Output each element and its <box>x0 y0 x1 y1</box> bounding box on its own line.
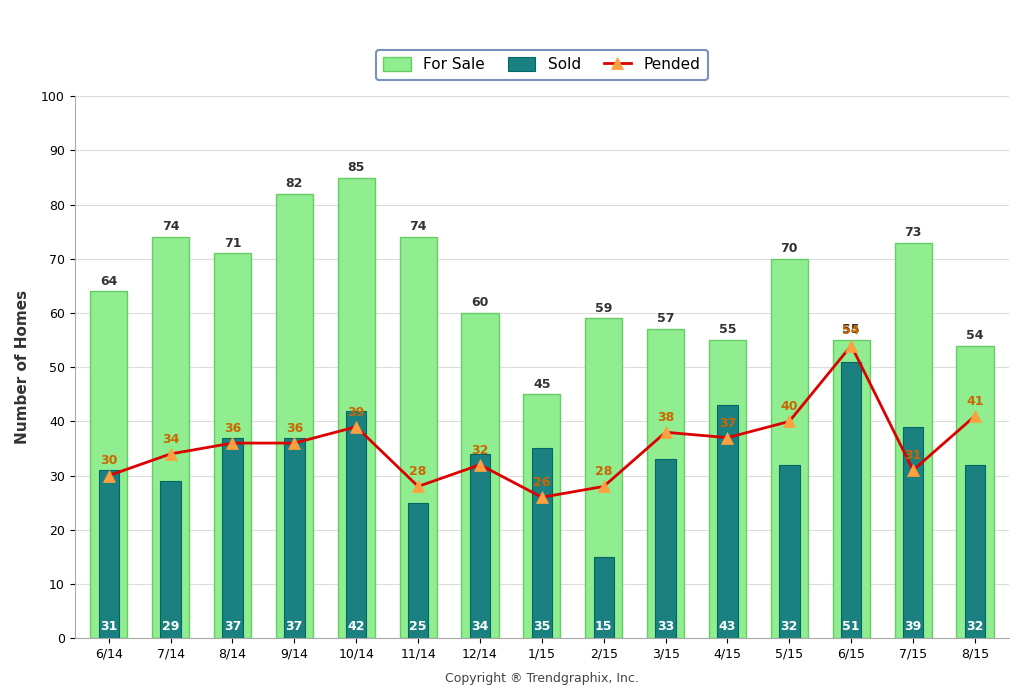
Pended <box>474 461 486 469</box>
Pended <box>412 482 424 491</box>
Bar <box>98 470 119 638</box>
Bar <box>284 438 304 638</box>
Text: 74: 74 <box>162 220 179 233</box>
Text: 40: 40 <box>780 400 798 413</box>
Bar <box>90 291 127 638</box>
Text: 37: 37 <box>224 620 242 633</box>
Line: Pended: Pended <box>102 340 981 503</box>
Text: 31: 31 <box>100 620 118 633</box>
Text: 73: 73 <box>904 226 922 239</box>
Bar <box>956 346 993 638</box>
Text: 36: 36 <box>224 422 241 435</box>
Bar <box>895 243 932 638</box>
Bar <box>399 237 436 638</box>
Bar <box>779 465 800 638</box>
Text: 43: 43 <box>719 620 736 633</box>
Text: 55: 55 <box>719 323 736 336</box>
Bar <box>338 178 375 638</box>
Text: 28: 28 <box>595 466 612 478</box>
Bar <box>841 362 861 638</box>
Bar <box>594 557 614 638</box>
Text: 57: 57 <box>656 312 675 326</box>
Pended <box>536 493 548 501</box>
Text: 33: 33 <box>657 620 674 633</box>
Text: 32: 32 <box>967 620 984 633</box>
Text: 29: 29 <box>162 620 179 633</box>
Pended <box>165 449 177 458</box>
Bar <box>523 394 560 638</box>
Bar <box>655 459 676 638</box>
Text: 34: 34 <box>471 620 488 633</box>
Bar <box>965 465 985 638</box>
Bar <box>709 340 746 638</box>
Pended <box>226 439 239 447</box>
Bar <box>214 253 251 638</box>
Pended <box>969 412 981 420</box>
Text: 82: 82 <box>286 177 303 190</box>
Bar <box>585 318 623 638</box>
Text: 55: 55 <box>843 323 860 336</box>
Text: 26: 26 <box>534 476 551 489</box>
Bar <box>152 237 189 638</box>
Text: 71: 71 <box>223 237 242 250</box>
Bar <box>161 481 181 638</box>
Text: 34: 34 <box>162 433 179 446</box>
Text: 60: 60 <box>471 296 488 309</box>
Bar <box>275 194 313 638</box>
Legend: For Sale, Sold, Pended: For Sale, Sold, Pended <box>376 50 708 80</box>
Text: 32: 32 <box>471 444 488 456</box>
Text: 45: 45 <box>534 377 551 391</box>
Pended <box>783 417 796 426</box>
Text: 37: 37 <box>719 416 736 430</box>
Pended <box>907 466 920 475</box>
Pended <box>102 471 115 480</box>
X-axis label: Copyright ® Trendgraphix, Inc.: Copyright ® Trendgraphix, Inc. <box>444 672 639 685</box>
Pended <box>845 342 857 350</box>
Text: 54: 54 <box>967 329 984 342</box>
Pended <box>659 428 672 436</box>
Text: 39: 39 <box>904 620 922 633</box>
Text: 32: 32 <box>780 620 798 633</box>
Text: 35: 35 <box>534 620 551 633</box>
Text: 74: 74 <box>410 220 427 233</box>
Pended <box>350 423 362 431</box>
Bar <box>647 329 684 638</box>
Text: 59: 59 <box>595 302 612 314</box>
Bar <box>346 411 367 638</box>
Bar <box>222 438 243 638</box>
Text: 38: 38 <box>657 411 674 424</box>
Bar <box>462 313 499 638</box>
Pended <box>598 482 610 491</box>
Text: 54: 54 <box>843 324 860 337</box>
Text: 30: 30 <box>100 454 118 468</box>
Text: 15: 15 <box>595 620 612 633</box>
Text: 70: 70 <box>780 242 798 255</box>
Bar <box>717 405 737 638</box>
Text: 51: 51 <box>843 620 860 633</box>
Text: 31: 31 <box>904 449 922 462</box>
Bar <box>531 449 552 638</box>
Pended <box>721 433 733 442</box>
Bar <box>408 503 428 638</box>
Text: 36: 36 <box>286 422 303 435</box>
Text: 85: 85 <box>347 161 365 174</box>
Bar <box>903 427 924 638</box>
Text: 42: 42 <box>347 620 365 633</box>
Text: 37: 37 <box>286 620 303 633</box>
Bar <box>771 259 808 638</box>
Text: 64: 64 <box>100 274 118 288</box>
Text: 28: 28 <box>410 466 427 478</box>
Text: 25: 25 <box>410 620 427 633</box>
Y-axis label: Number of Homes: Number of Homes <box>15 290 30 444</box>
Bar <box>833 340 869 638</box>
Text: 41: 41 <box>967 395 984 408</box>
Pended <box>288 439 300 447</box>
Text: 39: 39 <box>347 406 365 419</box>
Bar <box>470 454 490 638</box>
